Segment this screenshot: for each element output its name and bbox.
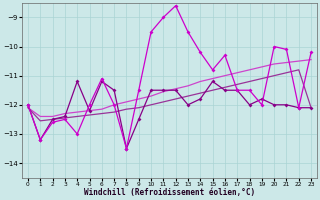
- X-axis label: Windchill (Refroidissement éolien,°C): Windchill (Refroidissement éolien,°C): [84, 188, 255, 197]
